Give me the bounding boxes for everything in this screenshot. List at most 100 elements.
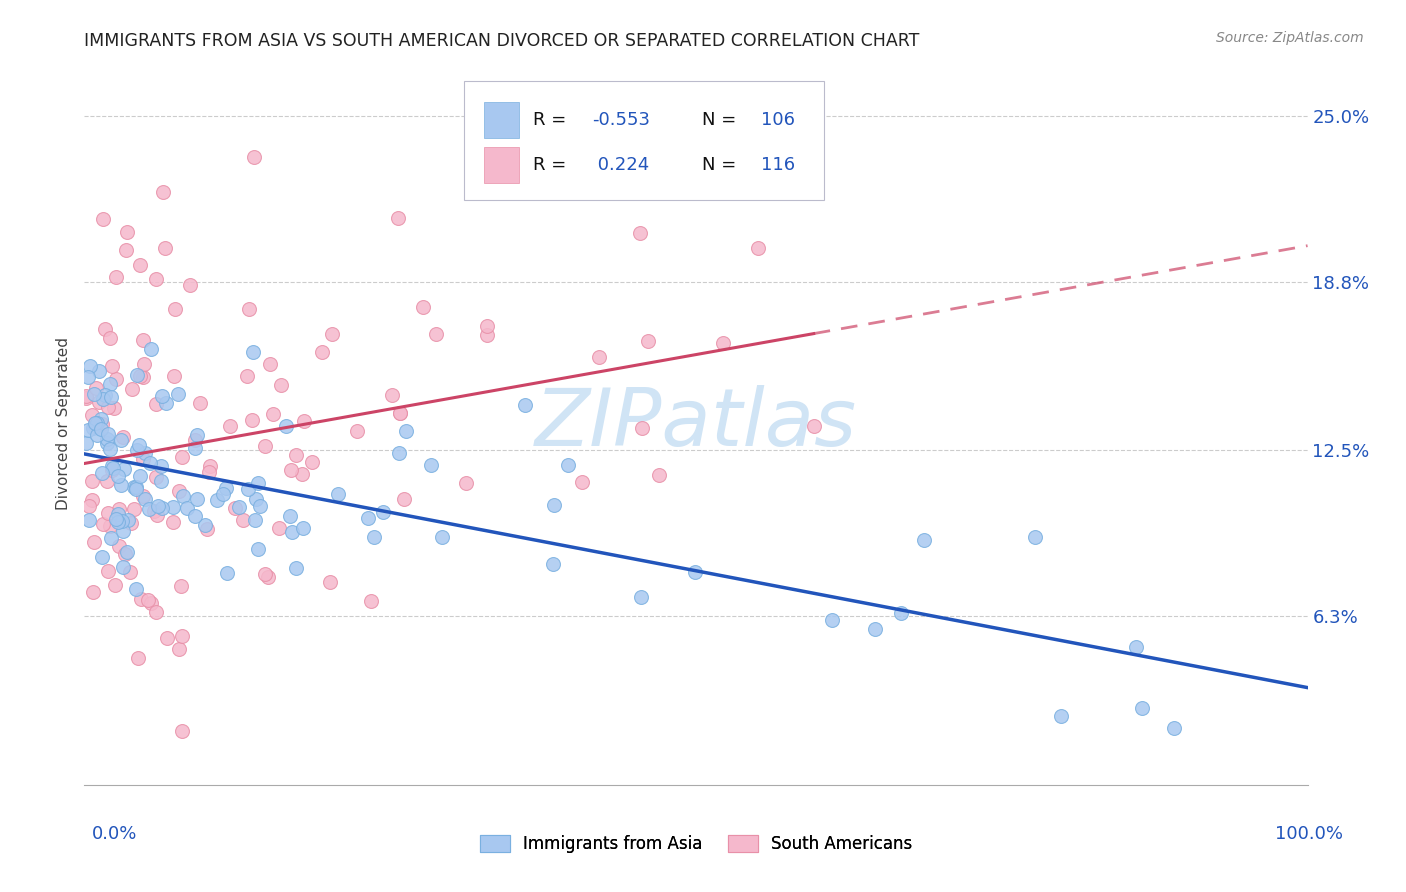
Point	[150, 501, 173, 516]
Point	[91, 550, 114, 565]
Point	[188, 395, 211, 409]
Point	[194, 518, 217, 533]
Point	[75, 389, 97, 403]
Legend: Immigrants from Asia, South Americans: Immigrants from Asia, South Americans	[474, 828, 918, 860]
Point	[125, 479, 148, 493]
Point	[363, 530, 385, 544]
Point	[111, 430, 134, 444]
Point	[280, 462, 302, 476]
Point	[111, 514, 134, 528]
Point	[80, 475, 103, 489]
Point	[94, 388, 117, 402]
Point	[238, 302, 260, 317]
Point	[603, 186, 626, 200]
Point	[131, 489, 153, 503]
Point	[235, 368, 257, 383]
Point	[184, 509, 207, 524]
Point	[170, 628, 193, 642]
Point	[112, 462, 135, 476]
Point	[122, 502, 145, 516]
Point	[276, 418, 298, 433]
Point	[631, 421, 654, 435]
Text: 0.224: 0.224	[592, 156, 650, 174]
Point	[96, 432, 118, 446]
Point	[104, 512, 127, 526]
Point	[211, 487, 233, 501]
Point	[120, 516, 142, 530]
Point	[90, 417, 112, 431]
Point	[136, 592, 159, 607]
Point	[262, 408, 284, 422]
Point	[184, 441, 207, 455]
Point	[387, 211, 409, 225]
Point	[128, 469, 150, 483]
Point	[388, 446, 411, 460]
Point	[394, 424, 416, 438]
Point	[270, 377, 292, 392]
Point	[150, 389, 173, 403]
Point	[543, 499, 565, 513]
Point	[588, 350, 610, 364]
Point	[389, 406, 412, 420]
Point	[321, 327, 343, 342]
Point	[100, 331, 122, 345]
Point	[80, 492, 103, 507]
Point	[373, 505, 395, 519]
Point	[107, 468, 129, 483]
Point	[803, 418, 825, 433]
Point	[97, 427, 120, 442]
Point	[100, 531, 122, 545]
Point	[278, 508, 301, 523]
Point	[360, 594, 382, 608]
Point	[139, 596, 162, 610]
Point	[219, 418, 242, 433]
Point	[100, 519, 122, 533]
Point	[134, 446, 156, 460]
Point	[129, 592, 152, 607]
Point	[90, 422, 112, 436]
Point	[243, 150, 266, 164]
Point	[328, 487, 350, 501]
Point	[127, 368, 149, 382]
Point	[100, 377, 122, 392]
Point	[79, 359, 101, 373]
Point	[77, 499, 100, 513]
Point	[292, 413, 315, 427]
Point	[630, 590, 652, 604]
Point	[97, 507, 120, 521]
Point	[425, 326, 447, 341]
Text: IMMIGRANTS FROM ASIA VS SOUTH AMERICAN DIVORCED OR SEPARATED CORRELATION CHART: IMMIGRANTS FROM ASIA VS SOUTH AMERICAN D…	[84, 32, 920, 50]
Point	[475, 318, 498, 333]
Point	[101, 459, 124, 474]
Point	[104, 372, 127, 386]
Point	[128, 369, 150, 384]
Point	[205, 492, 228, 507]
Point	[115, 244, 138, 258]
Point	[125, 582, 148, 596]
Point	[96, 475, 118, 489]
Text: ZIPatlas: ZIPatlas	[534, 384, 858, 463]
Point	[110, 478, 132, 492]
Point	[107, 515, 129, 529]
Point	[132, 333, 155, 347]
Point	[232, 512, 254, 526]
Point	[863, 622, 886, 636]
Point	[84, 416, 107, 430]
Point	[249, 499, 271, 513]
FancyBboxPatch shape	[484, 103, 519, 138]
Point	[247, 476, 270, 491]
Point	[110, 433, 132, 447]
Point	[104, 577, 127, 591]
Point	[224, 500, 246, 515]
Point	[637, 334, 659, 348]
Point	[152, 185, 174, 199]
Point	[1050, 709, 1073, 723]
Point	[711, 335, 734, 350]
Point	[1130, 701, 1153, 715]
Point	[319, 575, 342, 590]
FancyBboxPatch shape	[464, 80, 824, 200]
Point	[291, 467, 314, 481]
Point	[170, 724, 193, 739]
Point	[1024, 530, 1046, 544]
Point	[217, 566, 239, 580]
